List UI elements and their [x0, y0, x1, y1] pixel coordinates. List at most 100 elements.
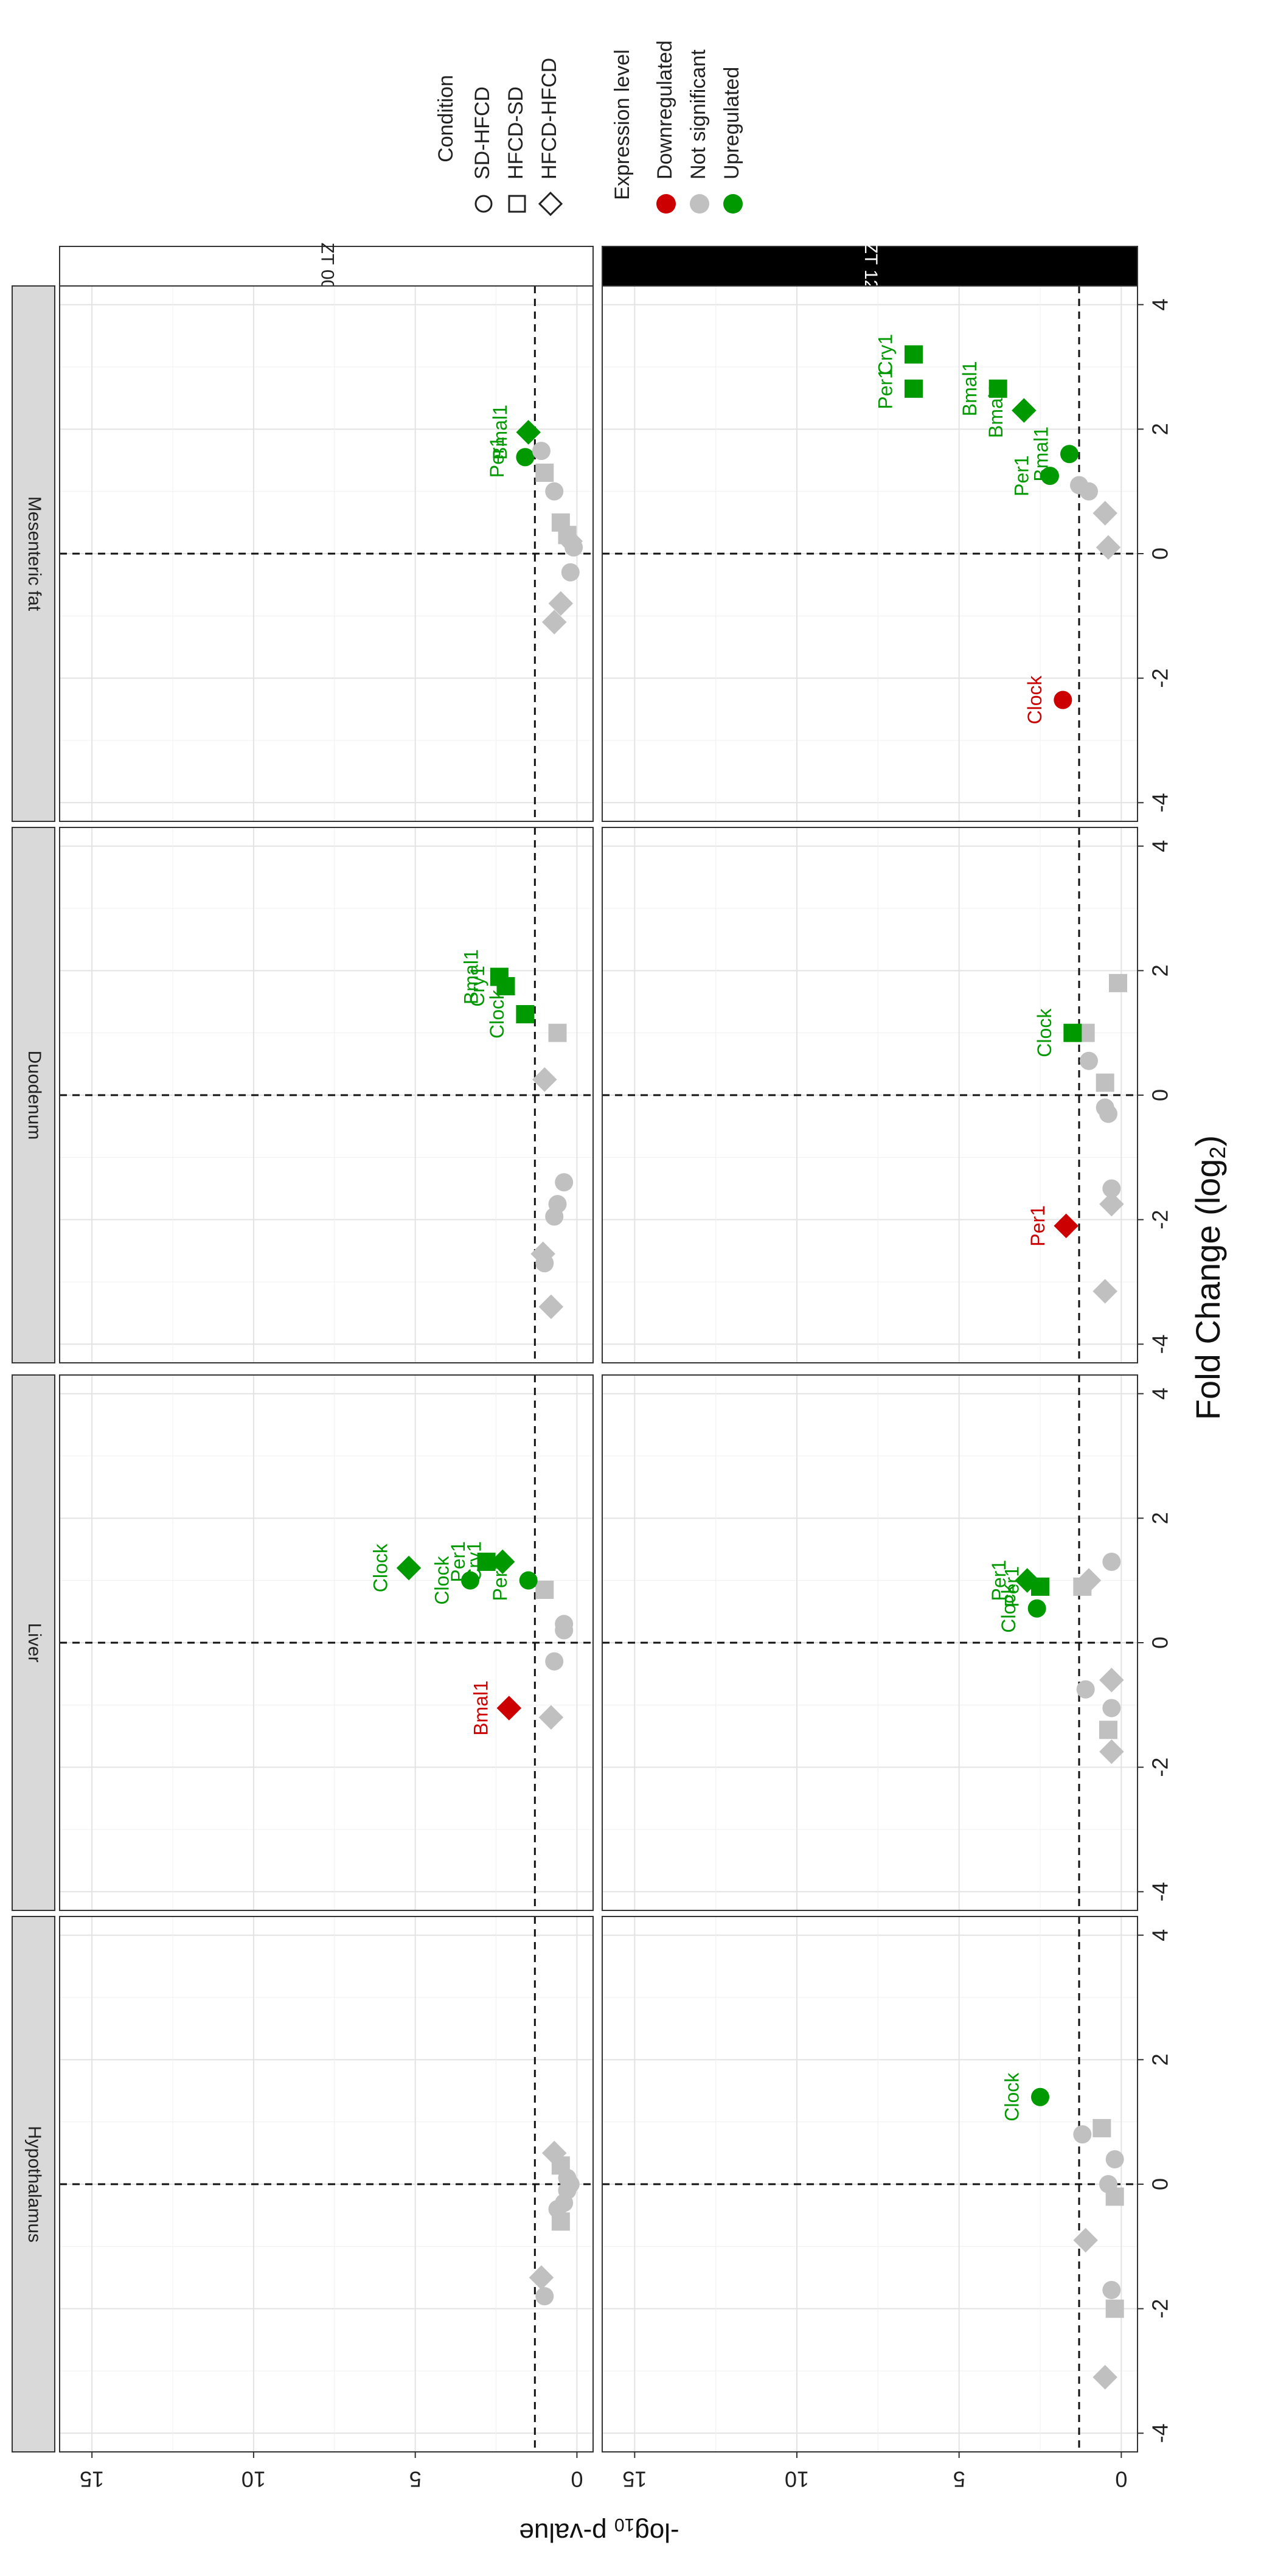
point-label: Bmal1 [489, 405, 511, 460]
point-label: Clock [1033, 1008, 1055, 1057]
point-label: Clock [1001, 2072, 1023, 2122]
y-tick-label: 15 [622, 2466, 647, 2491]
x-tick-label: -2 [1148, 1210, 1173, 1230]
legend-expression-label: Downregulated [653, 40, 676, 179]
data-point [535, 2287, 554, 2306]
point-label: Clock [369, 1543, 391, 1592]
data-point [1102, 1179, 1121, 1198]
data-point [1041, 467, 1059, 486]
point-label: Per1 [1010, 455, 1032, 496]
data-point [1105, 2299, 1124, 2318]
data-point [538, 1294, 564, 1320]
data-point [541, 610, 567, 635]
x-tick-label: -4 [1148, 1334, 1173, 1354]
point-label: Per1 [486, 437, 508, 478]
panel-border [59, 285, 594, 822]
point-label: Per1 [489, 1560, 511, 1601]
tissue-strip-label: Liver [24, 1623, 44, 1662]
data-point [551, 513, 570, 532]
y-axis-title-main: -log [634, 2518, 679, 2547]
data-point [496, 1696, 522, 1721]
data-point [1096, 535, 1121, 560]
data-point [1109, 973, 1127, 992]
point-label: Cry1 [467, 966, 488, 1007]
y-axis-title-sub: 10 [614, 2515, 634, 2535]
point-label: Per1 [988, 1560, 1010, 1601]
data-point [516, 420, 541, 445]
x-tick-label: 2 [1148, 2053, 1173, 2066]
data-point [1093, 1279, 1117, 1304]
data-point [541, 2140, 567, 2166]
x-tick-label: 4 [1148, 1388, 1173, 1400]
point-label: Bmal1 [985, 383, 1007, 438]
legend-color-icon [723, 194, 743, 214]
data-point [532, 1067, 557, 1092]
legend-circle-icon [474, 195, 493, 213]
tissue-strip-label: Hypothalamus [24, 2126, 44, 2243]
legend-expression-label: Upregulated [720, 67, 743, 179]
panel-border [59, 1374, 594, 1911]
data-point [555, 1173, 574, 1192]
point-label: Bmal1 [460, 949, 482, 1004]
data-point [1096, 1073, 1114, 1092]
legend-condition-label: SD-HFCD [471, 86, 494, 179]
data-point [1102, 2280, 1121, 2299]
data-point [1080, 1051, 1098, 1070]
y-axis-title: -log10 p-value [519, 2515, 679, 2547]
x-tick-label: -4 [1148, 1882, 1173, 1901]
data-point [516, 448, 535, 467]
data-point [1063, 1023, 1082, 1042]
data-point [529, 2265, 554, 2290]
data-point [988, 379, 1007, 398]
data-point [535, 463, 554, 482]
y-tick-label: 15 [80, 2466, 104, 2491]
data-point [1031, 2087, 1049, 2106]
x-tick-label: -4 [1148, 2423, 1173, 2443]
tissue-strip [12, 1916, 55, 2452]
data-point [396, 1555, 422, 1581]
panel-border [59, 1916, 594, 2452]
x-axis-title-main: Fold Change (log [1189, 1159, 1227, 1421]
point-label: Per1 [1001, 1566, 1023, 1607]
x-tick-label: 4 [1148, 840, 1173, 852]
x-tick-label: -2 [1148, 1758, 1173, 1777]
data-point [1054, 691, 1072, 709]
data-point [1105, 2150, 1124, 2169]
data-point [538, 1705, 564, 1730]
x-axis-title-close: ) [1189, 1135, 1227, 1147]
x-tick-label: 0 [1148, 548, 1173, 560]
data-point [561, 563, 580, 582]
point-label: Bmal1 [470, 1680, 492, 1736]
legend-expression-title: Expression level [611, 49, 634, 200]
data-point [461, 1571, 480, 1590]
time-strip-label: ZT 00 [318, 243, 338, 290]
data-point [1096, 1098, 1114, 1117]
legend-condition-title: Condition [434, 75, 457, 162]
data-point [1073, 2227, 1098, 2253]
y-tick-label: 10 [785, 2466, 809, 2491]
data-point [1093, 501, 1117, 526]
data-point [548, 1195, 567, 1214]
x-tick-label: -4 [1148, 793, 1173, 812]
data-point [1099, 1739, 1124, 1764]
tissue-strip-label: Duodenum [24, 1051, 44, 1140]
legend-condition-label: HFCD-SD [504, 86, 527, 179]
y-tick-label: 5 [409, 2466, 422, 2491]
time-strip [602, 246, 1138, 287]
point-label: Clock [431, 1556, 453, 1605]
time-strip-label: ZT 12 [861, 243, 881, 290]
data-point [1099, 1191, 1124, 1217]
data-point [1099, 2175, 1117, 2193]
legend-square-icon [508, 195, 526, 213]
tissue-strip [12, 1374, 55, 1911]
legend: Condition SD-HFCD HFCD-SD HFCD-HFCD Expressi… [434, 40, 743, 217]
data-point [555, 1615, 574, 1634]
legend-color-icon [656, 194, 676, 214]
data-point [1099, 1721, 1117, 1739]
x-tick-label: 0 [1148, 1637, 1173, 1649]
y-tick-label: 10 [241, 2466, 266, 2491]
